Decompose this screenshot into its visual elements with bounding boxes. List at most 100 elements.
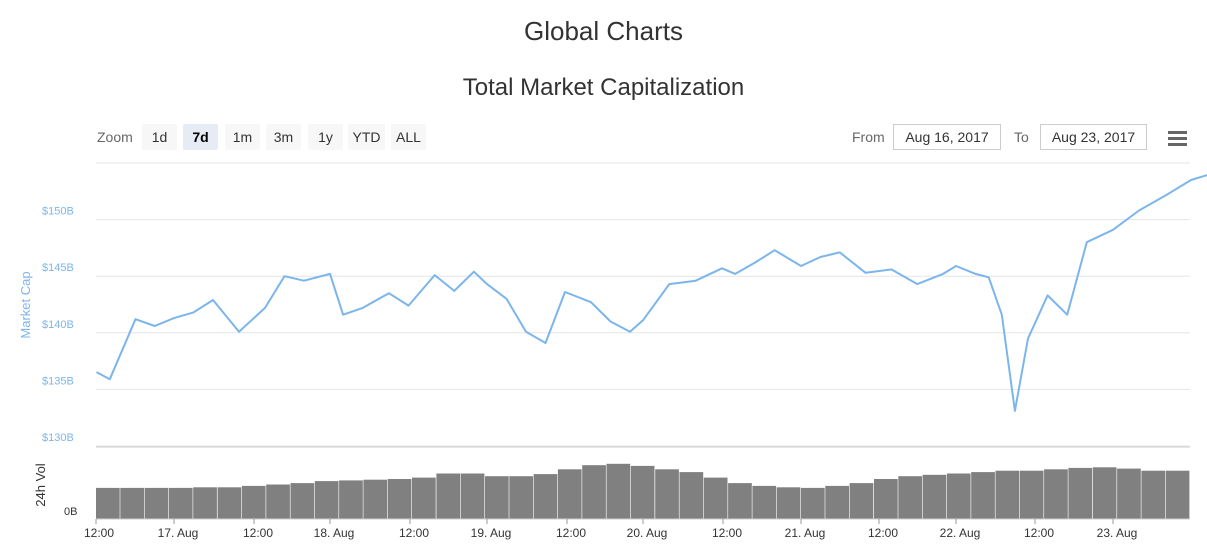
from-label: From: [852, 129, 885, 145]
zoom-button-ytd[interactable]: YTD: [348, 124, 385, 150]
volume-bar: [436, 473, 461, 519]
volume-bar: [946, 473, 971, 519]
y-tick-label: $140B: [42, 319, 74, 331]
data-point: [238, 330, 240, 333]
data-point: [505, 298, 508, 300]
to-label: To: [1014, 129, 1029, 145]
data-point: [629, 330, 631, 333]
volume-bar: [1044, 469, 1068, 519]
data-point: [1046, 294, 1049, 297]
volume-bar: [825, 485, 849, 519]
data-point: [388, 292, 390, 295]
volume-bar: [168, 487, 193, 519]
volume-bar: [776, 487, 801, 519]
volume-bar: [728, 483, 752, 519]
zoom-button-3m[interactable]: 3m: [266, 124, 301, 150]
data-point: [773, 249, 776, 251]
chart-title: Total Market Capitalization: [462, 74, 745, 101]
data-point: [1066, 313, 1068, 316]
zoom-button-7d[interactable]: 7d: [183, 124, 218, 150]
volume-bar: [922, 474, 947, 519]
data-point: [1027, 337, 1029, 340]
y-tick-label: $135B: [42, 375, 74, 387]
data-point: [433, 274, 436, 276]
data-point: [819, 256, 822, 258]
volume-bar: [339, 480, 363, 519]
x-tick-label: 12:00: [243, 526, 273, 540]
data-point: [1014, 410, 1016, 412]
volume-bar: [412, 477, 436, 519]
zoom-button-1m[interactable]: 1m: [225, 124, 260, 150]
volume-bar: [96, 487, 120, 519]
y-axis-title: Market Cap: [18, 271, 33, 338]
volume-bar: [1141, 470, 1166, 519]
y-tick-label: $145B: [42, 262, 74, 274]
volume-bar: [1117, 468, 1141, 519]
x-tick-label: 21. Aug: [785, 526, 826, 540]
x-tick-label: 12:00: [84, 526, 114, 540]
volume-bar: [679, 472, 704, 519]
data-point: [890, 268, 893, 271]
zoom-button-1y[interactable]: 1y: [308, 124, 343, 150]
volume-bar: [144, 487, 169, 519]
x-tick-label: 18. Aug: [314, 526, 355, 540]
zoom-label: Zoom: [97, 129, 133, 145]
y-tick-label: $130B: [42, 432, 74, 444]
volume-bar: [1019, 470, 1044, 519]
volume-bar: [217, 487, 242, 519]
volume-bar: [387, 479, 412, 519]
x-tick-label: 12:00: [868, 526, 898, 540]
volume-axis-title: 24h Vol: [33, 463, 48, 506]
hamburger-menu-icon[interactable]: [1166, 128, 1190, 148]
volume-bar: [509, 476, 533, 519]
data-point: [974, 273, 977, 275]
data-point: [590, 301, 592, 304]
x-tick-label: 20. Aug: [627, 526, 668, 540]
data-point: [283, 275, 286, 278]
volume-bar: [752, 485, 777, 519]
volume-bar: [460, 473, 485, 519]
zoom-button-1d[interactable]: 1d: [142, 124, 177, 150]
data-point: [1164, 195, 1166, 197]
data-point: [800, 265, 802, 267]
data-point: [407, 304, 410, 307]
volume-bar: [1092, 467, 1117, 520]
volume-bar: [801, 487, 825, 519]
data-point: [668, 283, 671, 285]
data-point: [264, 307, 266, 309]
data-point: [1086, 241, 1088, 243]
from-date-input[interactable]: Aug 16, 2017: [893, 124, 1001, 150]
data-point: [473, 270, 475, 273]
volume-bar: [630, 465, 655, 519]
data-point: [864, 272, 867, 274]
data-point: [303, 279, 305, 282]
volume-bar: [849, 483, 874, 519]
to-date-input[interactable]: Aug 23, 2017: [1040, 124, 1147, 150]
volume-bar: [703, 477, 728, 519]
volume-bar: [1165, 470, 1190, 519]
volume-bar: [898, 476, 922, 519]
data-point: [609, 320, 612, 323]
data-point: [342, 313, 344, 316]
data-point: [1112, 229, 1114, 231]
zoom-button-all[interactable]: ALL: [391, 124, 426, 150]
volume-bar: [971, 472, 995, 519]
data-point: [486, 283, 488, 285]
volume-bar: [995, 470, 1020, 519]
volume-bar: [266, 484, 290, 519]
y-tick-label: $150B: [42, 206, 74, 218]
data-point: [754, 261, 756, 264]
data-point: [1138, 209, 1140, 212]
data-point: [212, 299, 214, 301]
volume-bar: [120, 487, 144, 519]
volume-bar: [606, 463, 631, 519]
volume-bar: [533, 474, 558, 519]
data-point: [192, 311, 195, 314]
data-point: [453, 290, 456, 292]
page-title: Global Charts: [524, 16, 683, 46]
volume-bar: [363, 479, 388, 519]
data-point: [361, 307, 364, 309]
volume-bar: [193, 487, 217, 519]
x-tick-label: 19. Aug: [471, 526, 512, 540]
